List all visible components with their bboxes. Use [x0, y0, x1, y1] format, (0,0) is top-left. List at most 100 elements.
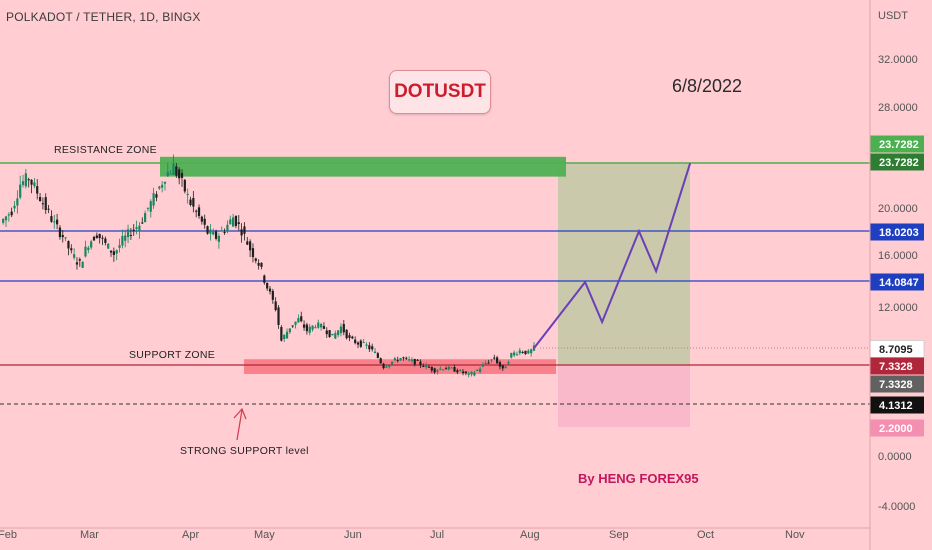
candle-body: [274, 301, 277, 311]
candle-body: [368, 345, 371, 350]
chart-title: POLKADOT / TETHER, 1D, BINGX: [6, 10, 201, 24]
candle-body: [331, 333, 334, 336]
price-tag: [870, 419, 924, 437]
x-tick-label: Mar: [80, 529, 99, 541]
candle-body: [495, 357, 499, 364]
candle-body: [209, 229, 212, 234]
candle-body: [237, 222, 240, 224]
candle-body: [104, 238, 107, 243]
candle-body: [447, 366, 450, 370]
candle-body: [95, 235, 98, 238]
candle-body: [132, 229, 135, 231]
candle-body: [78, 259, 81, 261]
candle-body: [484, 362, 487, 364]
projection-stop-zone: [558, 365, 690, 427]
candle-body: [84, 246, 87, 257]
candle-body: [297, 318, 300, 323]
candle-body: [356, 342, 360, 345]
candle-body: [280, 327, 283, 341]
candle-body: [98, 233, 101, 239]
candle-body: [478, 368, 482, 372]
candle-body: [166, 171, 169, 177]
candle-body: [470, 371, 473, 375]
candle-body: [373, 351, 377, 353]
candle-body: [271, 290, 274, 300]
candle-body: [121, 235, 124, 246]
candle-body: [87, 247, 90, 250]
candle-body: [226, 224, 229, 232]
price-tag-label: 7.3328: [879, 379, 913, 391]
candle-body: [407, 359, 411, 361]
x-tick-label: Apr: [182, 529, 199, 541]
candle-body: [33, 182, 36, 187]
candle-body: [4, 216, 8, 221]
candle-body: [246, 241, 249, 245]
price-tag-label: 4.1312: [879, 400, 913, 412]
price-tag-label: 2.2000: [879, 423, 913, 435]
candle-body: [436, 370, 439, 372]
candle-body: [425, 365, 428, 368]
candle-body: [430, 366, 433, 371]
candle-body: [189, 199, 192, 205]
candle-body: [507, 361, 510, 364]
candle-body: [459, 369, 462, 371]
price-tag: [870, 135, 924, 153]
resistance-zone: [160, 156, 566, 177]
candle-body: [30, 179, 33, 185]
y-tick-label: 0.0000: [878, 451, 912, 463]
projection-path: [533, 162, 692, 349]
support-zone: [244, 359, 556, 374]
candle-body: [450, 367, 453, 369]
candle-body: [75, 262, 79, 265]
candle-body: [149, 201, 152, 212]
candle-body: [158, 186, 161, 189]
candle-body: [112, 251, 115, 255]
candle-body: [325, 330, 328, 335]
x-tick-label: Jun: [344, 529, 362, 541]
candle-body: [453, 367, 456, 372]
candle-body: [155, 194, 158, 198]
candle-body: [476, 369, 479, 371]
candle-body: [2, 218, 5, 223]
price-tag: [870, 153, 924, 171]
candle-body: [143, 213, 147, 223]
price-tag-label: 18.0203: [879, 227, 919, 239]
candle-body: [342, 324, 345, 333]
candle-body: [337, 330, 340, 336]
y-tick-label: 28.0000: [878, 102, 918, 114]
candle-body: [254, 258, 257, 261]
candle-body: [118, 245, 121, 248]
candle-body: [220, 230, 223, 232]
candle-body: [433, 368, 436, 373]
price-unit: USDT: [878, 10, 908, 22]
candle-body: [291, 325, 294, 327]
candle-body: [44, 197, 47, 211]
candle-body: [47, 208, 50, 210]
candle-body: [243, 226, 246, 234]
candle-body: [234, 215, 238, 226]
price-tag-label: 7.3328: [879, 361, 913, 373]
candle-body: [263, 275, 266, 283]
candle-body: [510, 352, 513, 358]
candle-body: [172, 163, 175, 175]
candle-body: [317, 322, 320, 328]
candle-body: [180, 172, 184, 178]
candle-body: [229, 219, 232, 225]
candle-body: [521, 351, 524, 353]
candle-body: [527, 350, 530, 354]
candle-body: [200, 216, 203, 222]
candle-body: [10, 211, 13, 216]
candle-body: [175, 166, 178, 176]
candle-body: [251, 248, 255, 258]
candle-body: [186, 193, 189, 196]
candle-body: [277, 307, 280, 325]
candle-body: [501, 365, 504, 369]
candle-body: [493, 357, 496, 359]
candle-body: [473, 372, 476, 376]
candle-body: [481, 364, 485, 367]
candle-body: [515, 354, 519, 356]
candle-body: [152, 193, 155, 206]
projection-target-zone: [558, 163, 690, 365]
candle-body: [285, 331, 289, 339]
